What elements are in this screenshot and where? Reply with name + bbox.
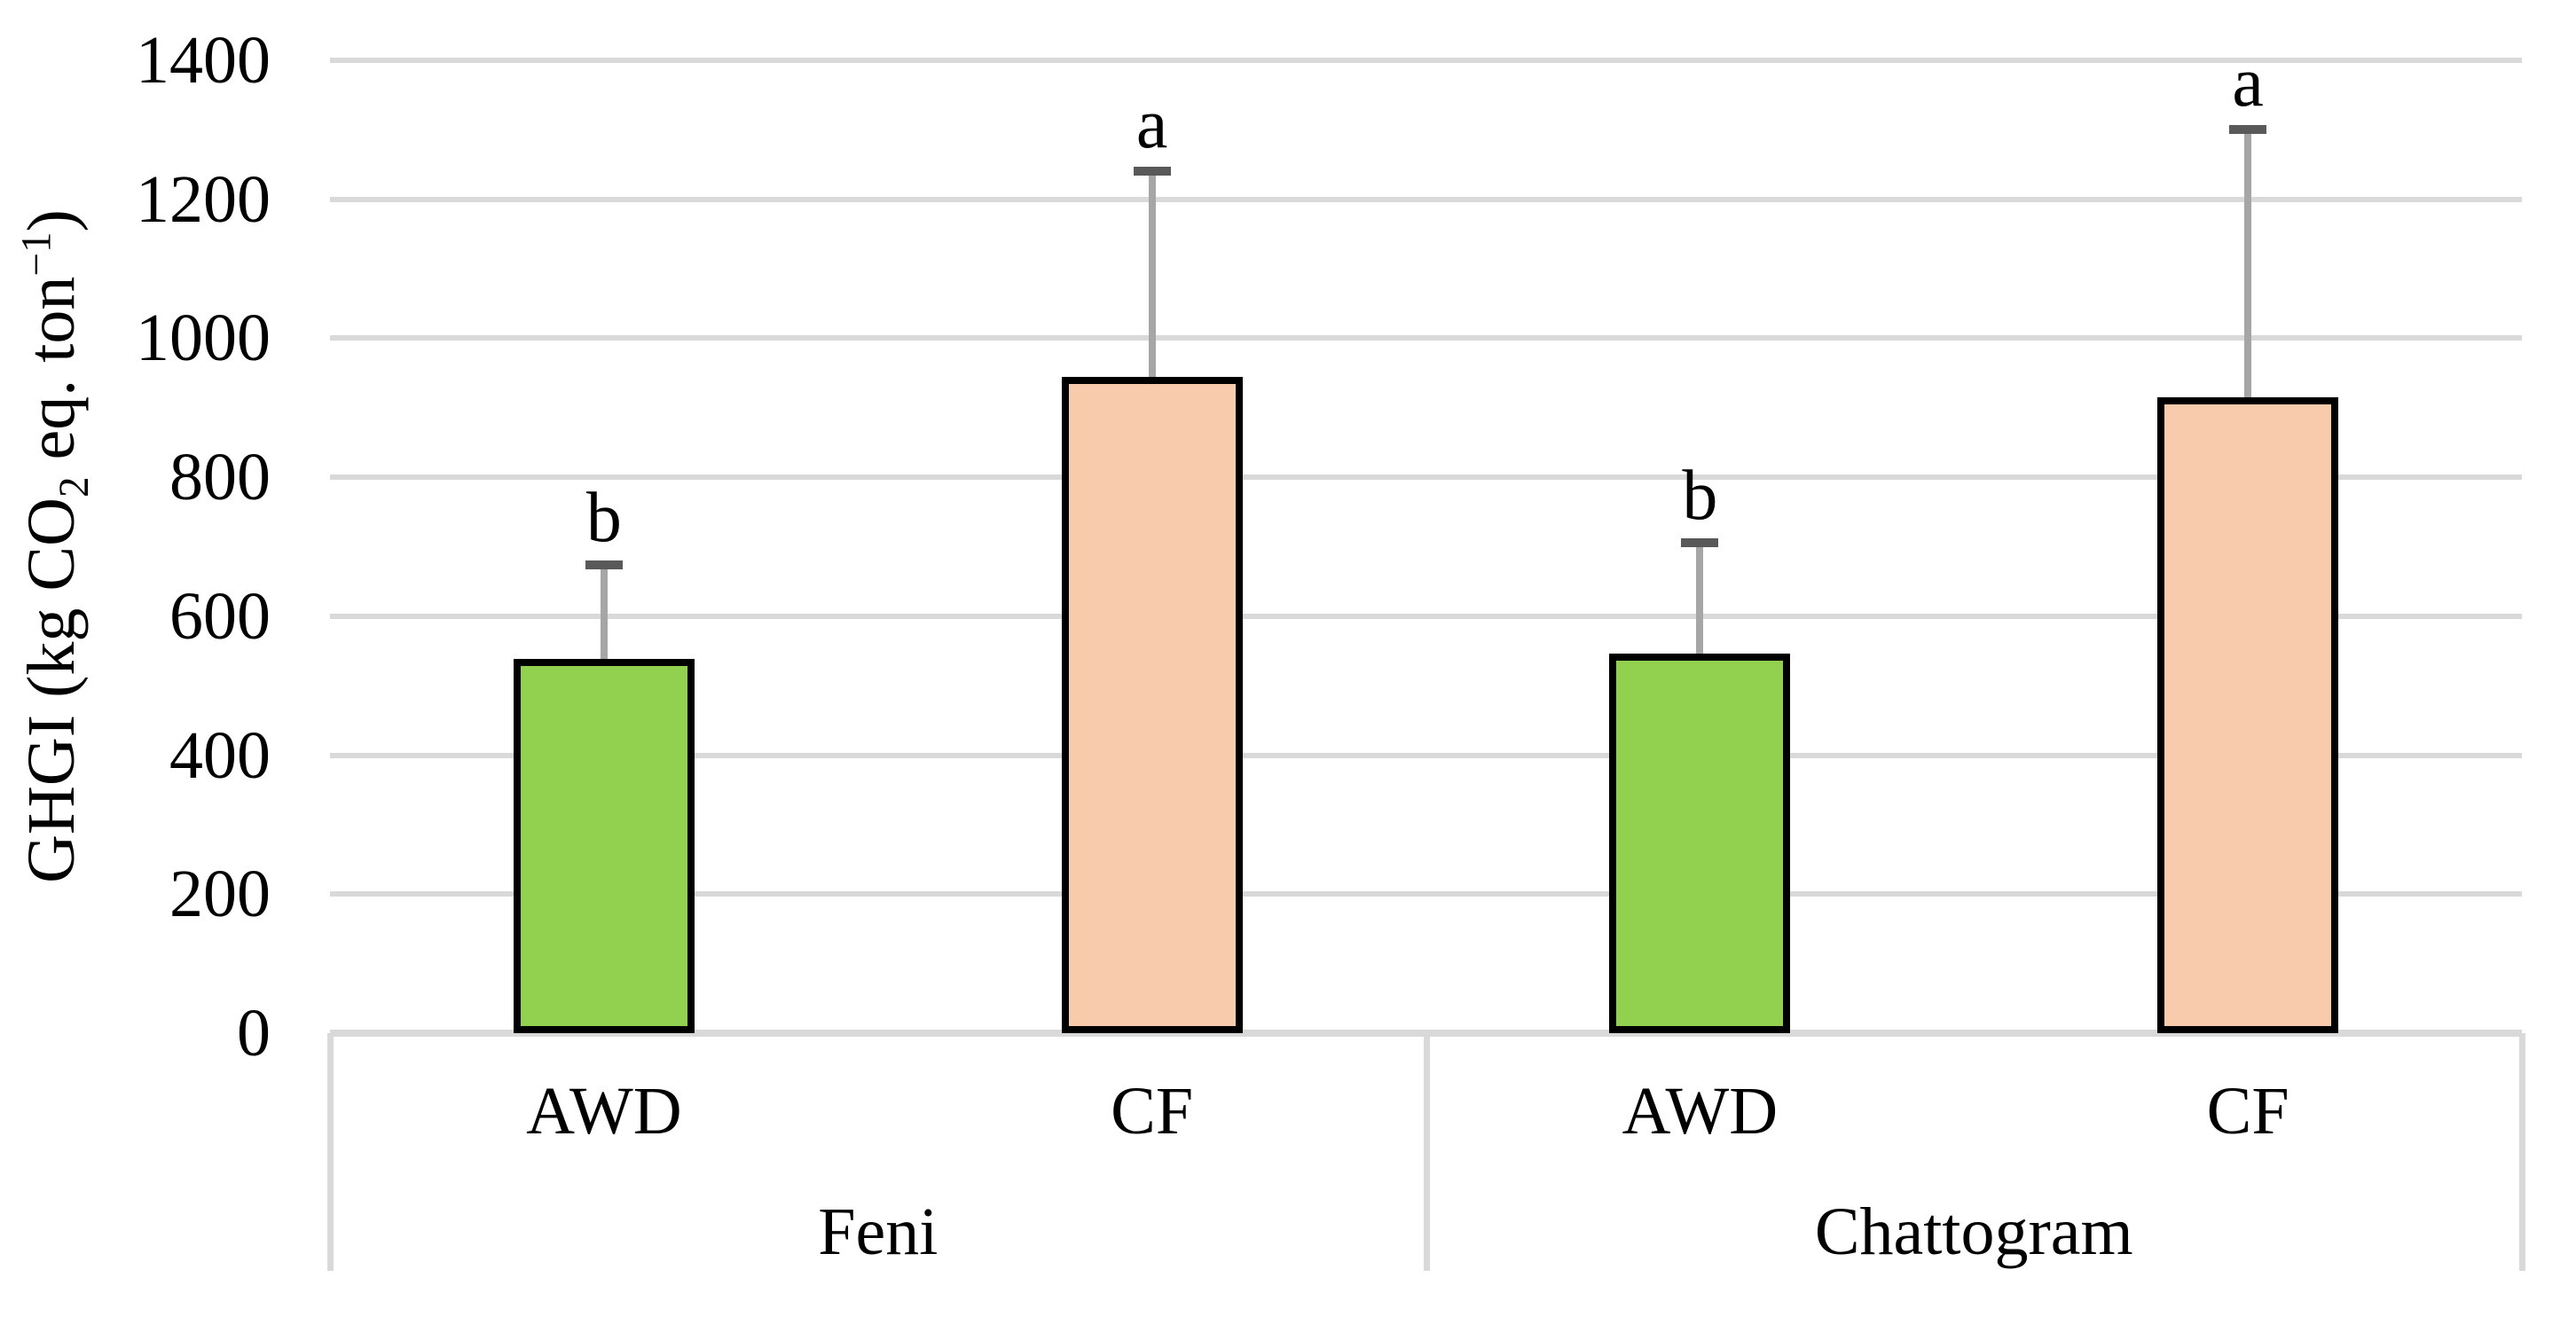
gridline <box>330 474 2522 481</box>
y-tick-label: 1200 <box>136 161 271 237</box>
gridline <box>330 613 2522 619</box>
error-bar-line <box>1148 171 1156 378</box>
sig-letter: a <box>1135 85 1168 164</box>
y-tick-label: 400 <box>169 717 271 793</box>
bar-feni-awd <box>513 659 695 1033</box>
error-bar-cap <box>585 560 623 569</box>
y-tick-label: 800 <box>169 440 271 515</box>
gridline <box>330 891 2522 897</box>
group-label: Chattogram <box>1814 1195 2133 1269</box>
y-tick-label: 1000 <box>136 301 271 376</box>
treatment-label: AWD <box>1622 1074 1779 1148</box>
group-label: Feni <box>818 1195 939 1269</box>
treatment-label: AWD <box>526 1074 682 1148</box>
y-tick-label: 1400 <box>136 23 271 98</box>
category-divider <box>1423 1033 1430 1271</box>
treatment-label: CF <box>1111 1074 1194 1148</box>
error-bar-cap <box>2229 125 2267 135</box>
gridline <box>330 335 2522 341</box>
bar-feni-cf <box>1061 377 1243 1033</box>
error-bar-cap <box>1133 167 1171 176</box>
gridline <box>330 196 2522 202</box>
gridline <box>330 752 2522 758</box>
sig-letter: a <box>2232 43 2264 122</box>
y-tick-label: 200 <box>169 857 271 932</box>
bar-chattogram-awd <box>1609 654 1791 1033</box>
sig-letter: b <box>1682 456 1718 535</box>
treatment-label: CF <box>2206 1074 2289 1148</box>
error-bar-line <box>1696 542 1704 654</box>
error-bar-line <box>2244 129 2252 398</box>
error-bar-line <box>600 564 608 660</box>
error-bar-cap <box>1681 537 1719 547</box>
gridline <box>330 58 2522 63</box>
category-divider <box>2519 1033 2525 1271</box>
bar-chattogram-cf <box>2157 397 2339 1033</box>
y-tick-label: 0 <box>237 996 271 1070</box>
y-tick-label: 600 <box>169 578 271 654</box>
category-divider <box>327 1033 334 1271</box>
sig-letter: b <box>585 478 622 557</box>
